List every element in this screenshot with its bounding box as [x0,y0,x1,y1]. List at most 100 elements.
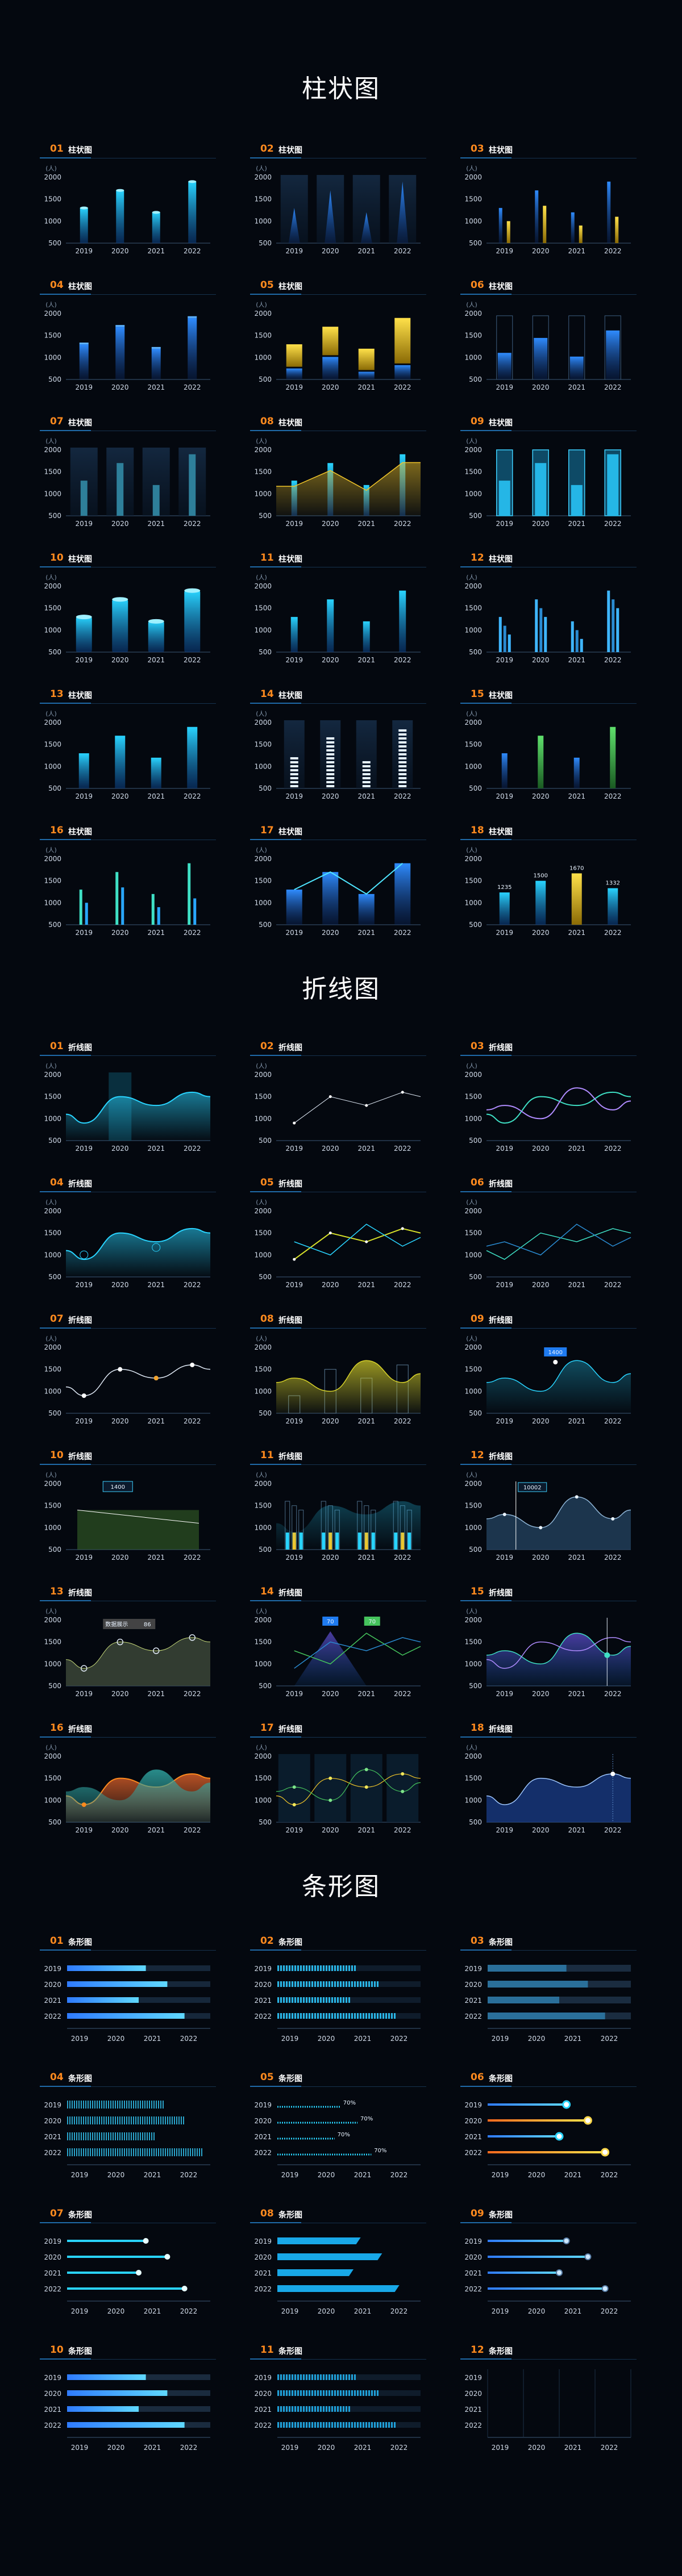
y-tick-label: 1000 [254,1660,272,1668]
bar-segment [167,2116,168,2124]
x-tick-label: 2020 [111,1417,129,1425]
bar-segment [277,1997,279,2003]
data-point [364,1768,368,1772]
x-tick-label: 2019 [285,1417,303,1425]
bar-segment [169,2148,170,2156]
y-tick-label: 500 [469,921,482,929]
x-tick-label: 2019 [285,1554,303,1562]
series-line [77,1509,199,1524]
y-tick-label: 500 [259,1409,272,1417]
bar-segment [83,2116,84,2124]
y-tick-label: 1000 [254,1251,272,1259]
x-tick-label: 2019 [285,792,303,800]
bar [151,894,155,925]
chart-plot: (人) 500 1000 1500 2000 2019 2020 2021 2022 [44,1062,211,1153]
bar-segment [135,2116,136,2124]
bar-segment [365,2422,367,2428]
x-tick-label: 2021 [357,383,375,391]
bar-end-marker [181,2286,188,2291]
bar [67,2240,146,2242]
bar-segment [85,2116,86,2124]
chart-name: 折线图 [68,1180,92,1189]
bar [535,463,547,516]
header-divider [40,2086,216,2087]
bar-segment [117,2132,118,2140]
x-tick-label: 2022 [390,2171,408,2179]
y-tick-label: 500 [259,648,272,656]
bar-segment [151,2148,152,2156]
bar-segment [311,2390,313,2396]
bar-cap [79,343,89,345]
bar-segment [131,2116,132,2124]
data-point [328,1776,332,1780]
bar-segment [74,2132,75,2140]
y-tick-label: 500 [48,648,61,656]
bar-segment [289,2406,290,2412]
bar-segment [337,2374,339,2380]
x-tick-label: 2020 [532,792,550,800]
bar-segment [317,2013,319,2019]
bar-segment [326,741,335,744]
bar-segment [67,2116,68,2124]
chart-name: 条形图 [489,1938,513,1947]
bar-segment [354,2374,356,2380]
data-point [401,1227,404,1230]
chart-panel-header: 02 条形图 [250,1934,426,1951]
bar-segment [337,2013,339,2019]
chart-panel: 04 条形图 2019 2020 2021 2022 2019 2020 2021 2022 [40,2070,216,2184]
chart-plot: 2019 2020 2021 2022 2019 2020 2021 2022 [254,2374,421,2452]
bar-segment [108,2101,109,2109]
x-tick-label: 2020 [532,383,550,391]
unit-label: (人) [256,1471,267,1479]
unit-label: (人) [45,1744,57,1751]
x-tick-label: 2020 [111,929,129,937]
bar [488,1981,588,1988]
bar-segment [163,2101,164,2109]
unit-label: (人) [466,1608,477,1615]
bar-segment [294,2374,296,2380]
bar [397,181,409,243]
bar-segment [300,2390,302,2396]
bar-segment [398,773,407,775]
bar-segment [306,2406,307,2412]
y-tick-label: 1500 [44,741,61,749]
series-line-b [486,1087,631,1120]
chart-panel-header: 03 柱状图 [460,142,637,158]
chart-panel-header: 07 条形图 [40,2207,216,2223]
bar-segment [197,2148,198,2156]
series-line-b [294,1224,421,1256]
chart-plot: (人) 500 1000 1500 2000 2019 2020 2021 2022 [44,1744,211,1834]
bar-segment [283,2406,285,2412]
y-tick-label: 500 [469,1137,482,1145]
bar-segment [326,2406,327,2412]
bar-segment [280,2390,282,2396]
chart-plot: 2019 2020 2021 2022 2019 2020 2021 2022 [464,2237,631,2315]
bar-segment [158,2101,159,2109]
bar-segment [292,2374,293,2380]
bar-segment [320,2406,322,2412]
bar-segment [290,765,298,767]
chart-plot: 2019 2020 2021 2022 2019 2020 2021 2022 [464,2369,631,2452]
chart-plot: (人) 500 1000 1500 2000 2019 2020 2021 2022 [464,301,631,391]
bar-segment [283,1997,285,2003]
tooltip-box [102,1481,133,1492]
bar-segment [348,2013,350,2019]
x-tick-label: 2020 [322,247,339,255]
x-tick-label: 2020 [107,2171,125,2179]
bar-segment [306,2422,307,2428]
y-tick-label: 500 [259,1818,272,1826]
bar-segment [368,2422,370,2428]
header-divider [40,1464,216,1465]
chart-number: 02 [260,143,274,155]
y-tick-label: 2021 [44,2133,61,2141]
y-tick-label: 1000 [254,1523,272,1531]
y-tick-label: 500 [48,1137,61,1145]
y-tick-label: 2000 [44,310,61,318]
y-tick-label: 2000 [254,1752,272,1760]
bar-segment [320,2390,322,2396]
bar-segment [371,2390,373,2396]
bar [79,890,82,925]
chart-number: 08 [260,2208,274,2219]
y-tick-label: 2000 [464,1207,482,1215]
bar-segment [360,2422,361,2428]
